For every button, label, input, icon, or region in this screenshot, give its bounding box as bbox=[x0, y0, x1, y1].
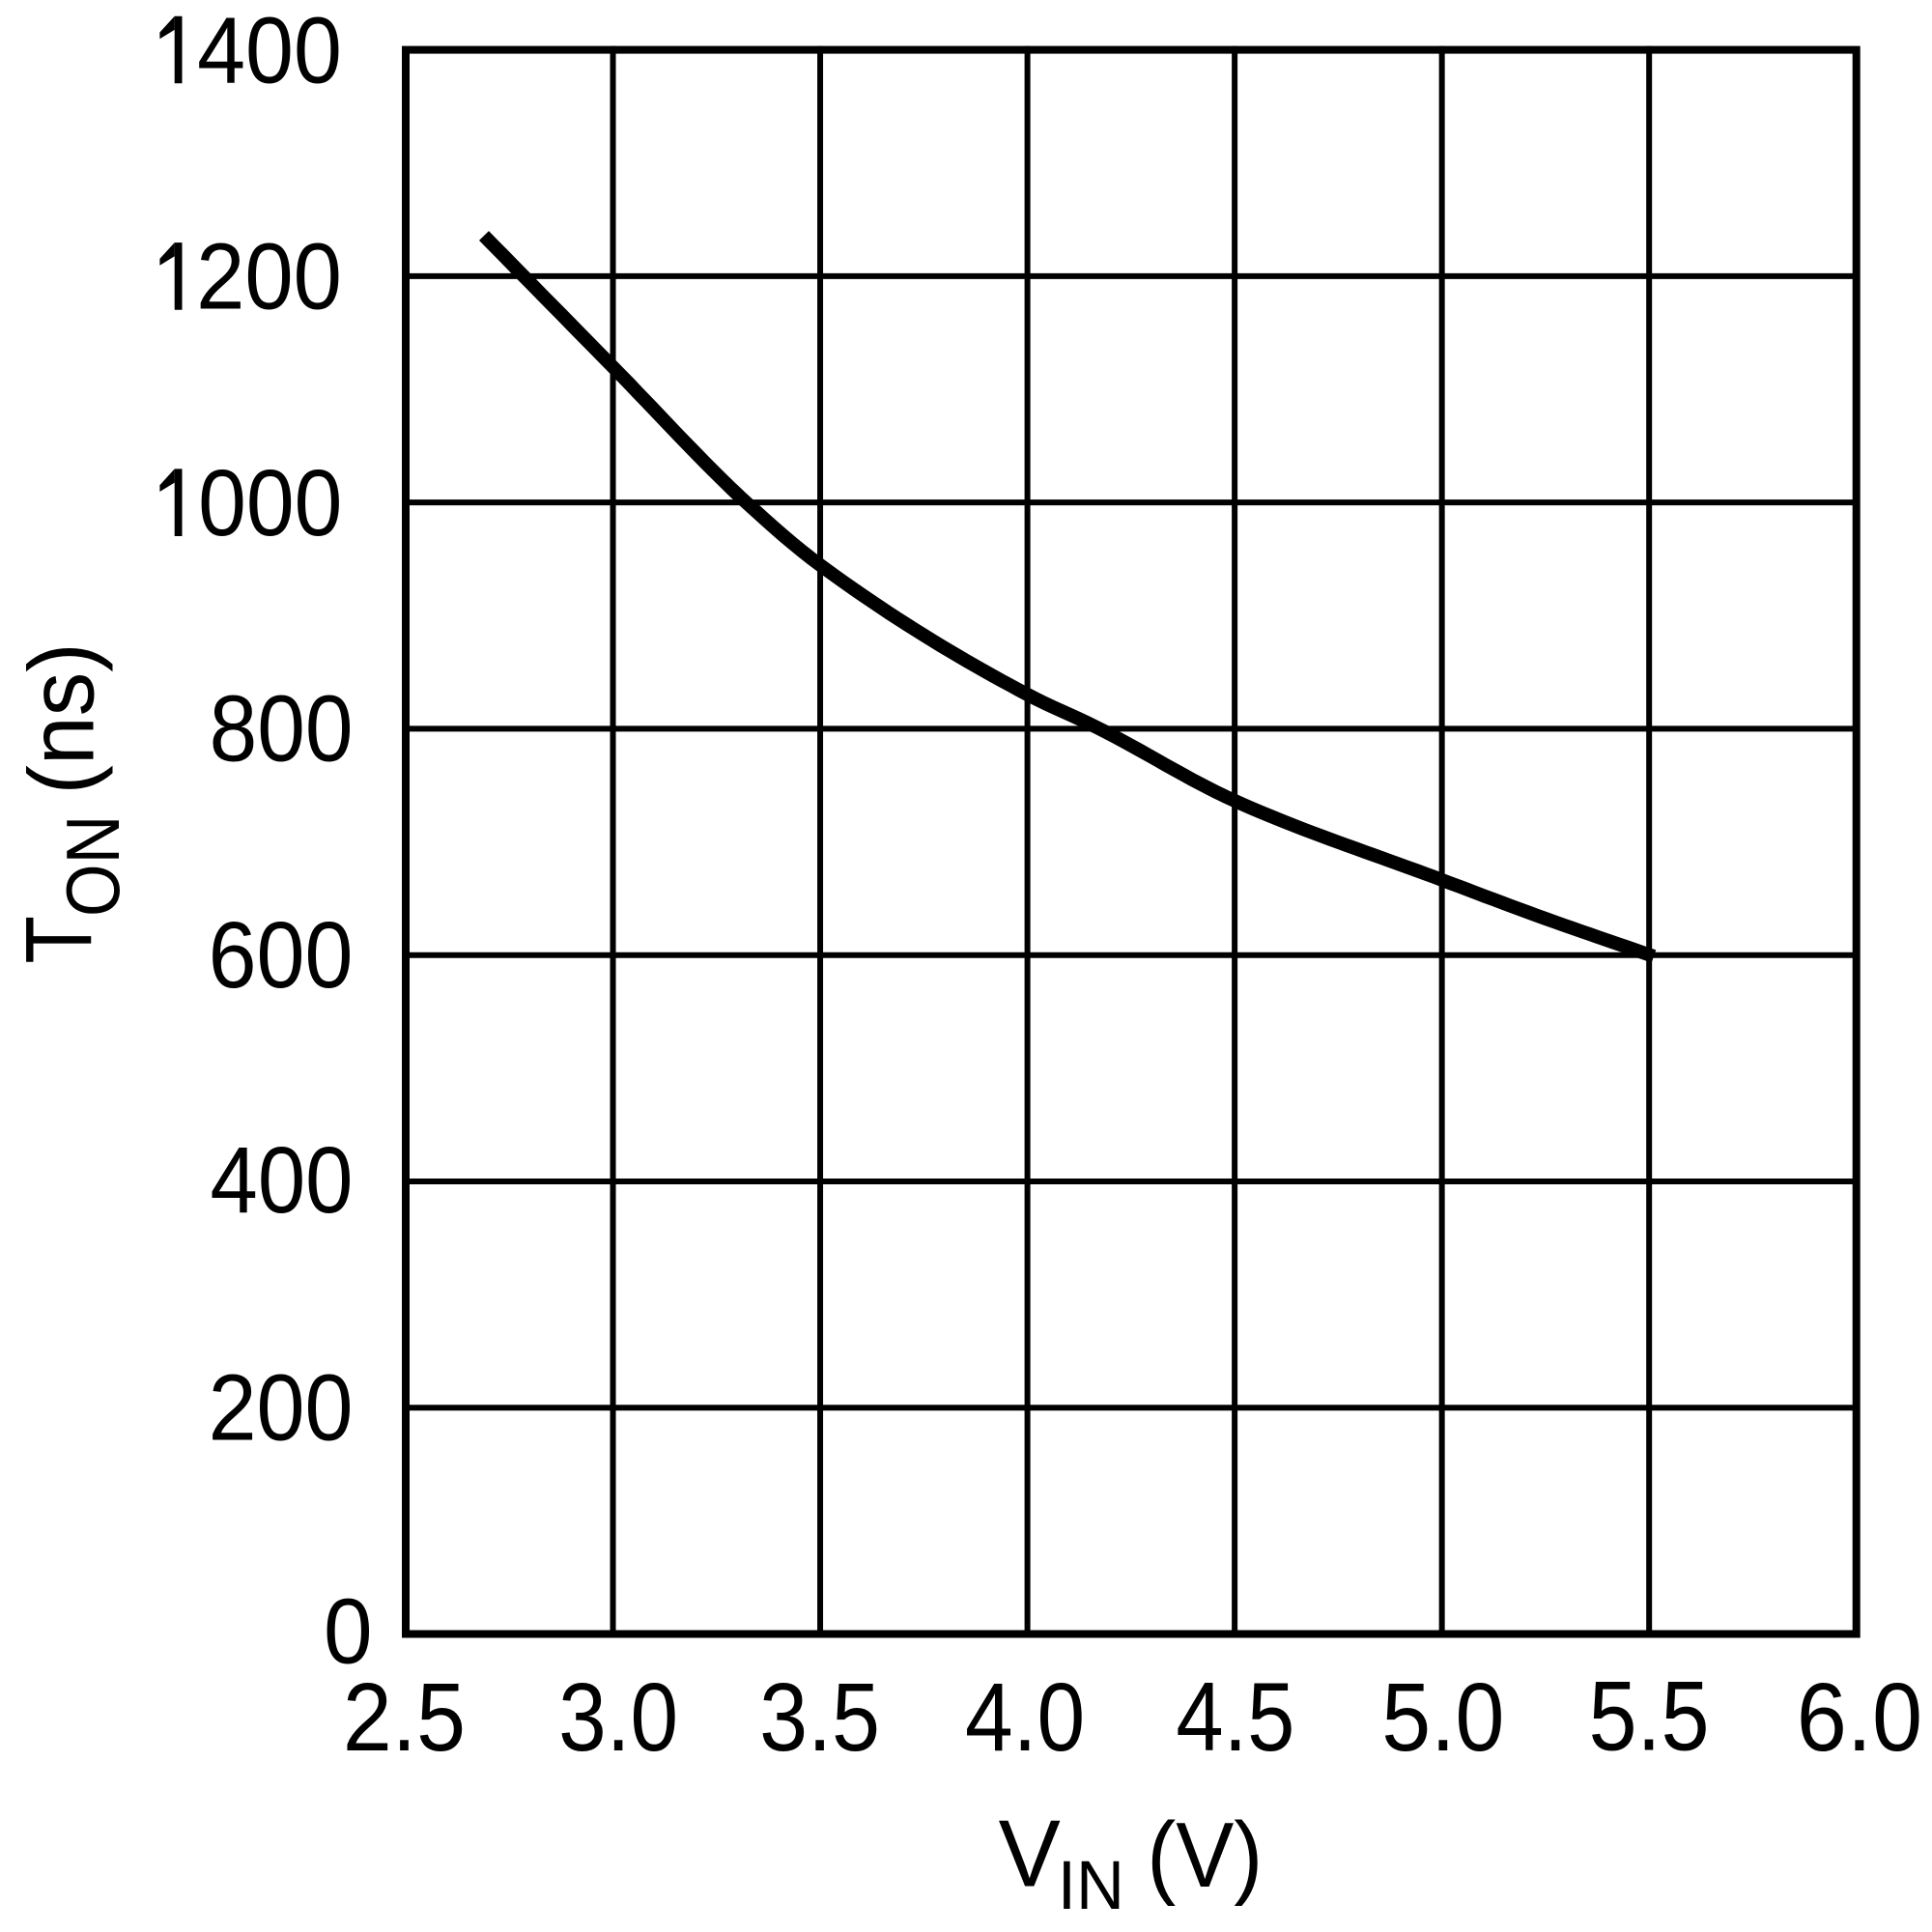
svg-text:V: V bbox=[999, 1800, 1061, 1906]
svg-text:600: 600 bbox=[209, 902, 354, 1008]
svg-text:200: 200 bbox=[196, 223, 342, 328]
svg-text:400: 400 bbox=[197, 0, 342, 102]
svg-text:0: 0 bbox=[324, 1578, 373, 1683]
svg-text:3.0: 3.0 bbox=[558, 1663, 678, 1772]
svg-text:6.0: 6.0 bbox=[1797, 1662, 1922, 1772]
svg-text:ON: ON bbox=[51, 815, 135, 917]
svg-text:3.5: 3.5 bbox=[759, 1663, 880, 1771]
svg-text:5.0: 5.0 bbox=[1381, 1663, 1504, 1772]
svg-text:200: 200 bbox=[209, 1354, 354, 1460]
svg-text:5.5: 5.5 bbox=[1589, 1662, 1710, 1772]
svg-text:(V): (V) bbox=[1147, 1804, 1263, 1907]
svg-text:2.5: 2.5 bbox=[343, 1663, 466, 1772]
svg-text:800: 800 bbox=[210, 675, 354, 781]
svg-text:000: 000 bbox=[198, 449, 342, 554]
svg-text:4.5: 4.5 bbox=[1176, 1662, 1294, 1772]
svg-text:T: T bbox=[6, 916, 111, 964]
svg-text:4.0: 4.0 bbox=[965, 1663, 1085, 1772]
svg-text:(ns): (ns) bbox=[11, 642, 113, 794]
svg-text:400: 400 bbox=[211, 1127, 354, 1233]
svg-text:IN: IN bbox=[1058, 1847, 1124, 1923]
